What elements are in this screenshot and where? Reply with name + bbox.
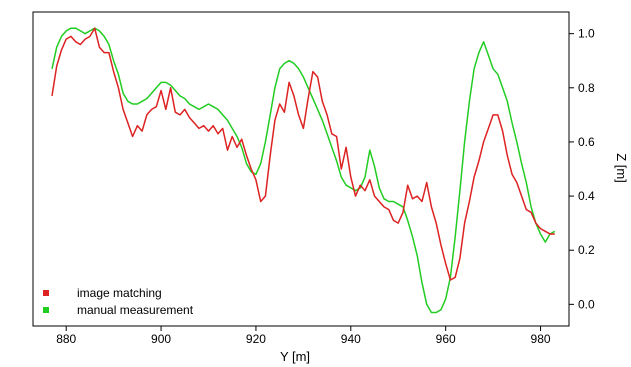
y-tick-label: 0.2 xyxy=(578,243,595,257)
x-tick-label: 880 xyxy=(56,332,76,346)
y-axis-ticks: 0.0 0.2 0.4 0.6 0.8 1.0 xyxy=(569,27,595,311)
y-tick-label: 0.4 xyxy=(578,189,595,203)
x-tick-label: 980 xyxy=(531,332,551,346)
legend-label-0: image matching xyxy=(77,286,162,300)
legend-swatch-0 xyxy=(43,290,49,296)
x-tick-label: 940 xyxy=(341,332,361,346)
y-tick-label: 0.6 xyxy=(578,135,595,149)
x-tick-label: 920 xyxy=(246,332,266,346)
series-layer xyxy=(51,27,556,314)
series-line-0 xyxy=(51,27,555,281)
series-line-1 xyxy=(51,27,556,314)
legend: image matching manual measurement xyxy=(43,286,194,317)
y-tick-label: 0.8 xyxy=(578,81,595,95)
y-axis-label: Z [m] xyxy=(614,153,629,183)
plot-frame xyxy=(32,11,570,327)
legend-swatch-1 xyxy=(43,307,49,313)
y-tick-label: 0.0 xyxy=(578,297,595,311)
x-tick-label: 960 xyxy=(436,332,456,346)
legend-label-1: manual measurement xyxy=(77,303,194,317)
x-axis-label: Y [m] xyxy=(280,349,310,364)
x-axis-ticks: 880 900 920 940 960 980 xyxy=(56,326,551,346)
y-tick-label: 1.0 xyxy=(578,27,595,41)
x-tick-label: 900 xyxy=(151,332,171,346)
